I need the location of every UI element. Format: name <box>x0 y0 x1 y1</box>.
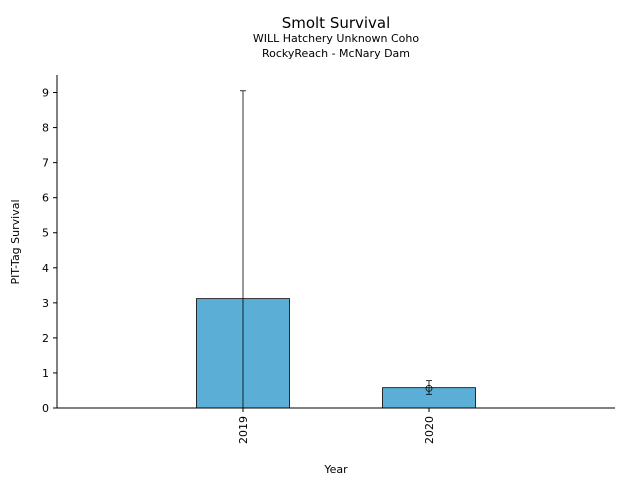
chart-title: Smolt Survival <box>282 14 391 32</box>
y-tick-label: 1 <box>42 367 49 380</box>
x-tick-label: 2019 <box>237 416 250 444</box>
y-tick-label: 8 <box>42 122 49 135</box>
chart-subtitle-line-2: RockyReach - McNary Dam <box>262 47 410 60</box>
y-tick-label: 9 <box>42 87 49 100</box>
y-tick-label: 7 <box>42 157 49 170</box>
y-tick-label: 5 <box>42 227 49 240</box>
y-tick-label: 3 <box>42 297 49 310</box>
plot-area <box>196 90 476 409</box>
chart-subtitle-line-1: WILL Hatchery Unknown Coho <box>253 32 419 45</box>
y-tick-label: 2 <box>42 332 49 345</box>
x-axis-label: Year <box>323 463 348 476</box>
y-axis-label: PIT-Tag Survival <box>9 199 22 284</box>
y-tick-label: 4 <box>42 262 49 275</box>
point-marker-2020 <box>425 384 433 392</box>
y-ticks: 0 1 2 3 4 5 6 7 8 9 <box>42 87 57 415</box>
y-tick-label: 0 <box>42 402 49 415</box>
x-tick-label: 2020 <box>423 416 436 444</box>
x-ticks: 2019 2020 <box>237 408 436 444</box>
y-tick-label: 6 <box>42 192 49 205</box>
